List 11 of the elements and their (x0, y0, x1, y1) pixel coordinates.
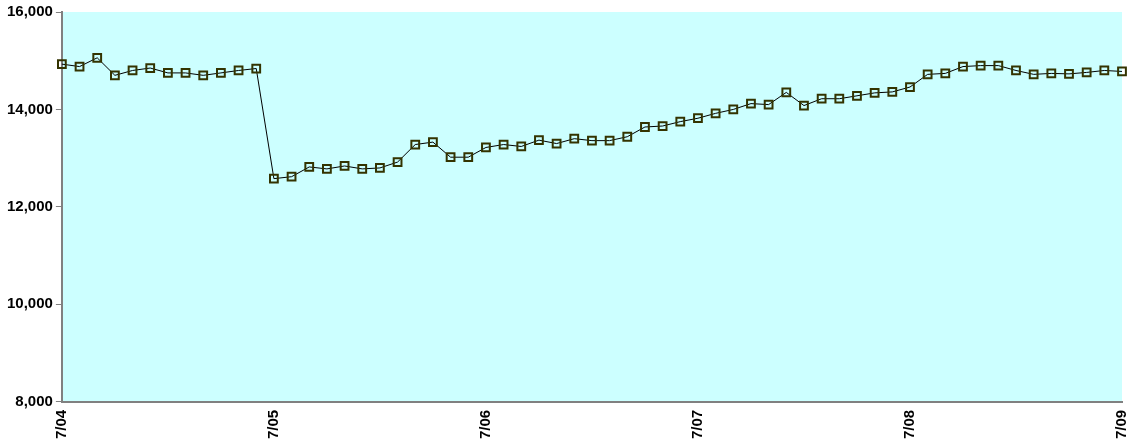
y-tick-label: 10,000 (6, 294, 53, 312)
x-tick-label: 7/05 (264, 409, 282, 440)
x-tick-label: 7/08 (900, 409, 918, 440)
y-tick-label: 14,000 (6, 99, 53, 117)
y-tick-label: 8,000 (15, 391, 53, 409)
x-tick-label: 7/06 (476, 409, 494, 440)
x-tick-label: 7/07 (688, 409, 706, 440)
x-tick-label: 7/04 (52, 409, 70, 440)
y-tick-label: 16,000 (6, 2, 53, 20)
y-tick-label: 12,000 (6, 197, 53, 215)
x-tick-label: 7/09 (1112, 409, 1130, 440)
